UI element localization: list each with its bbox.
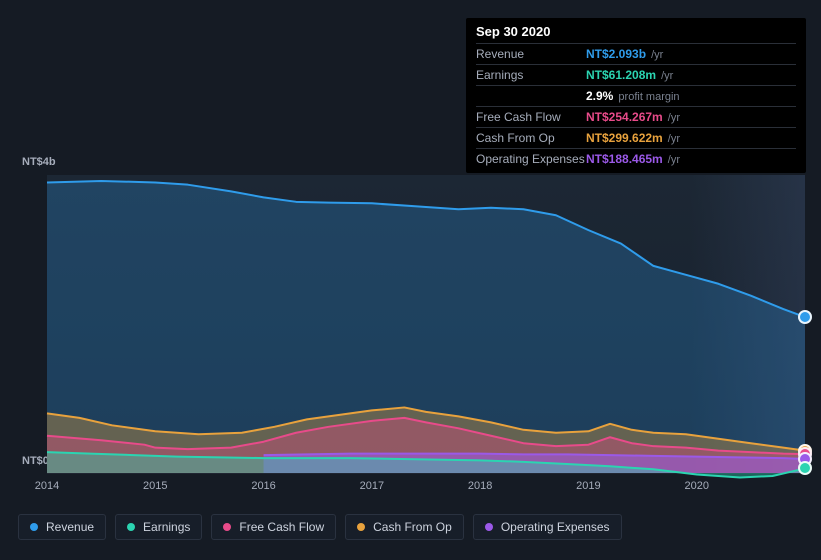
legend-item[interactable]: Free Cash Flow: [211, 514, 336, 540]
tooltip-row-value: NT$2.093b /yr: [586, 44, 796, 65]
chart-container: Sep 30 2020 RevenueNT$2.093b /yrEarnings…: [0, 0, 821, 560]
x-axis-tick: 2014: [35, 480, 59, 492]
x-axis-tick: 2020: [684, 480, 708, 492]
tooltip-row: 2.9% profit margin: [476, 86, 796, 107]
legend-label: Free Cash Flow: [239, 520, 324, 534]
tooltip-row-value: NT$188.465m /yr: [586, 149, 796, 170]
series-end-marker: [798, 461, 812, 475]
tooltip-row-value: NT$254.267m /yr: [586, 107, 796, 128]
tooltip-row-value: 2.9% profit margin: [586, 86, 796, 107]
tooltip-row-label: Free Cash Flow: [476, 107, 586, 128]
legend-swatch: [357, 523, 365, 531]
legend-item[interactable]: Operating Expenses: [473, 514, 622, 540]
legend-item[interactable]: Earnings: [115, 514, 202, 540]
legend-label: Operating Expenses: [501, 520, 610, 534]
legend-swatch: [30, 523, 38, 531]
tooltip-row-label: Earnings: [476, 65, 586, 86]
tooltip-row-label: Revenue: [476, 44, 586, 65]
tooltip-row: RevenueNT$2.093b /yr: [476, 44, 796, 65]
tooltip-row-label: Cash From Op: [476, 128, 586, 149]
tooltip-row: EarningsNT$61.208m /yr: [476, 65, 796, 86]
series-end-marker: [798, 310, 812, 324]
tooltip-box: Sep 30 2020 RevenueNT$2.093b /yrEarnings…: [466, 18, 806, 173]
y-axis-label-bottom: NT$0: [22, 455, 49, 467]
x-axis-tick: 2019: [576, 480, 600, 492]
legend-item[interactable]: Revenue: [18, 514, 106, 540]
y-axis-label-top: NT$4b: [22, 156, 56, 168]
legend-item[interactable]: Cash From Op: [345, 514, 464, 540]
x-axis-tick: 2015: [143, 480, 167, 492]
tooltip-row-value: NT$61.208m /yr: [586, 65, 796, 86]
x-axis-labels: 2014201520162017201820192020: [47, 480, 805, 496]
legend: Revenue Earnings Free Cash Flow Cash From O…: [18, 514, 622, 540]
tooltip-row: Operating ExpensesNT$188.465m /yr: [476, 149, 796, 170]
x-axis-tick: 2017: [360, 480, 384, 492]
legend-label: Cash From Op: [373, 520, 452, 534]
tooltip-row: Free Cash FlowNT$254.267m /yr: [476, 107, 796, 128]
tooltip-date: Sep 30 2020: [476, 24, 796, 39]
x-axis-tick: 2018: [468, 480, 492, 492]
legend-label: Earnings: [143, 520, 190, 534]
legend-swatch: [485, 523, 493, 531]
tooltip-row-value: NT$299.622m /yr: [586, 128, 796, 149]
x-axis-tick: 2016: [251, 480, 275, 492]
tooltip-row: Cash From OpNT$299.622m /yr: [476, 128, 796, 149]
legend-swatch: [223, 523, 231, 531]
tooltip-row-label: [476, 86, 586, 107]
legend-swatch: [127, 523, 135, 531]
tooltip-row-label: Operating Expenses: [476, 149, 586, 170]
plot-area[interactable]: [47, 175, 805, 473]
tooltip-table: RevenueNT$2.093b /yrEarningsNT$61.208m /…: [476, 43, 796, 169]
legend-label: Revenue: [46, 520, 94, 534]
